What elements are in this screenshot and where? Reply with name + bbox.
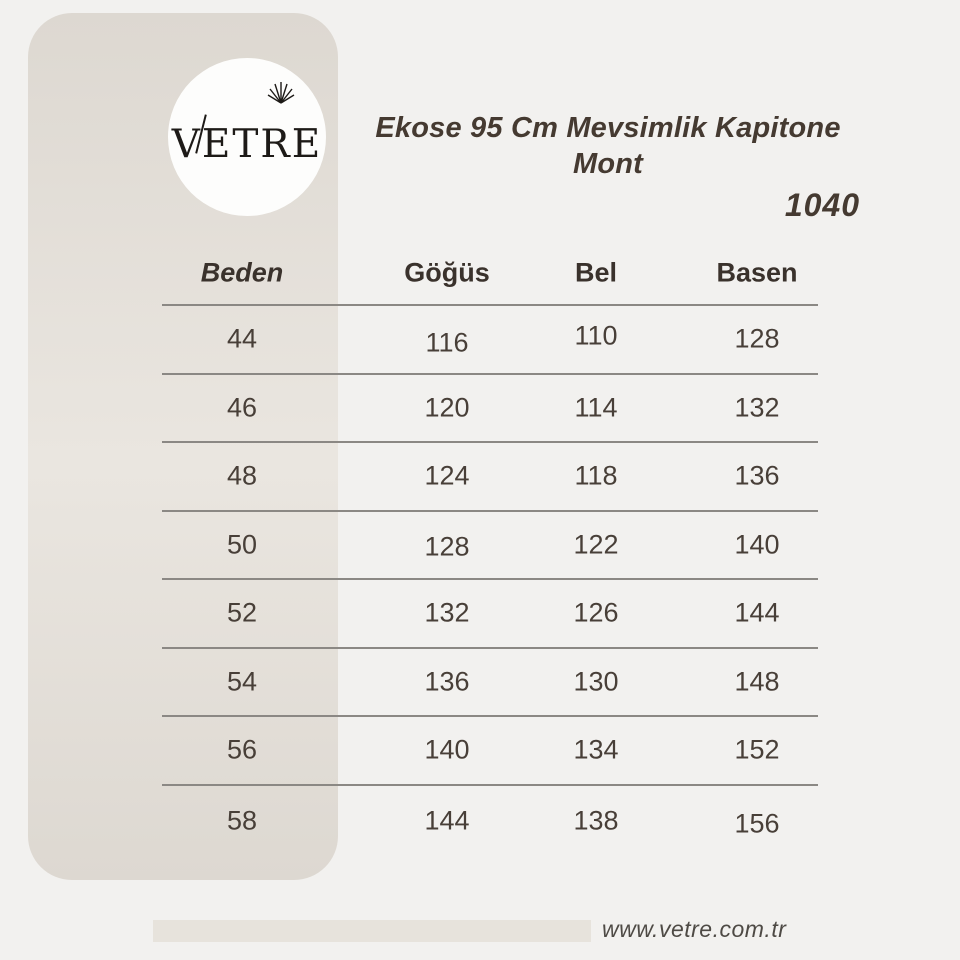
size-cell: 52 bbox=[226, 597, 258, 628]
table-row: 52 132 126 144 bbox=[162, 580, 818, 649]
size-cell: 54 bbox=[226, 666, 258, 697]
measurement-cell: 132 bbox=[734, 392, 780, 423]
measurement-cell: 116 bbox=[425, 327, 469, 358]
measurement-cell: 130 bbox=[573, 666, 619, 697]
size-cell: 46 bbox=[226, 392, 258, 423]
measurement-cell: 114 bbox=[574, 392, 618, 423]
table-row: 46 120 114 132 bbox=[162, 375, 818, 443]
brand-logo: VETRE bbox=[168, 58, 326, 216]
size-cell: 56 bbox=[226, 734, 258, 765]
measurement-cell: 128 bbox=[734, 323, 780, 354]
measurement-cell: 128 bbox=[424, 531, 470, 562]
table-row: 44 116 110 128 bbox=[162, 306, 818, 375]
leaf-burst-icon bbox=[267, 82, 295, 104]
measurement-cell: 140 bbox=[734, 529, 780, 560]
product-title: Ekose 95 Cm Mevsimlik Kapitone Mont bbox=[375, 112, 841, 181]
product-code: 1040 bbox=[784, 186, 860, 223]
brand-logo-text: VETRE bbox=[171, 121, 323, 167]
measurement-cell: 132 bbox=[424, 597, 470, 628]
size-table: Beden Göğüs Bel Basen 44 116 110 128 46 120 11… bbox=[162, 242, 818, 856]
measurement-cell: 136 bbox=[424, 666, 470, 697]
measurement-cell: 136 bbox=[734, 460, 780, 491]
size-cell: 48 bbox=[226, 460, 258, 491]
measurement-cell: 120 bbox=[424, 392, 470, 423]
measurement-cell: 134 bbox=[573, 734, 619, 765]
measurement-cell: 138 bbox=[573, 805, 619, 835]
column-header-beden: Beden bbox=[200, 257, 284, 288]
measurement-cell: 110 bbox=[574, 320, 618, 351]
measurement-cell: 148 bbox=[734, 666, 780, 697]
size-table-header: Beden Göğüs Bel Basen bbox=[162, 242, 818, 306]
table-row: 54 136 130 148 bbox=[162, 649, 818, 717]
footer-bar bbox=[153, 920, 591, 942]
measurement-cell: 118 bbox=[574, 460, 618, 491]
measurement-cell: 140 bbox=[424, 734, 470, 765]
website-url: www.vetre.com.tr bbox=[602, 916, 787, 942]
size-cell: 44 bbox=[226, 323, 258, 354]
table-row: 58 144 138 156 bbox=[162, 786, 818, 856]
title-block: Ekose 95 Cm Mevsimlik Kapitone Mont 1040 bbox=[348, 110, 868, 224]
measurement-cell: 126 bbox=[573, 597, 619, 628]
measurement-cell: 122 bbox=[573, 529, 619, 560]
column-header-basen: Basen bbox=[716, 257, 798, 288]
column-header-gogus: Göğüs bbox=[404, 257, 490, 288]
size-cell: 50 bbox=[226, 529, 258, 560]
size-table-body: 44 116 110 128 46 120 114 132 48 124 118 136 50 128 12… bbox=[162, 306, 818, 856]
table-row: 56 140 134 152 bbox=[162, 717, 818, 786]
measurement-cell: 124 bbox=[424, 460, 470, 491]
table-row: 48 124 118 136 bbox=[162, 443, 818, 512]
measurement-cell: 144 bbox=[424, 805, 470, 835]
measurement-cell: 156 bbox=[734, 808, 780, 838]
table-row: 50 128 122 140 bbox=[162, 512, 818, 580]
column-header-bel: Bel bbox=[574, 257, 618, 288]
measurement-cell: 144 bbox=[734, 597, 780, 628]
size-cell: 58 bbox=[226, 805, 258, 835]
measurement-cell: 152 bbox=[734, 734, 780, 765]
